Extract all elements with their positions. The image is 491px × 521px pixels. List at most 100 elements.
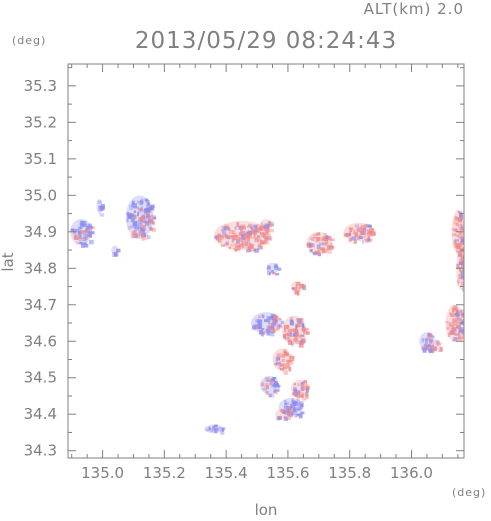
- echo-point: [221, 427, 224, 432]
- echo-point: [462, 287, 464, 292]
- echo-point: [114, 253, 119, 257]
- echo-point: [145, 200, 150, 204]
- echo-point: [294, 406, 297, 412]
- echo-point: [136, 220, 140, 225]
- echo-point: [89, 234, 93, 238]
- echo-point: [73, 235, 77, 240]
- echo-point: [267, 265, 271, 269]
- echo-point: [438, 349, 443, 353]
- echo-point: [308, 242, 312, 247]
- echo-point: [427, 345, 432, 351]
- echo-point: [265, 328, 271, 333]
- echo-point: [260, 382, 264, 387]
- echo-point: [257, 239, 260, 243]
- echo-point: [78, 234, 82, 238]
- echo-point: [133, 214, 137, 220]
- echo-point: [455, 333, 460, 336]
- echo-point: [240, 227, 243, 233]
- echo-point: [293, 401, 298, 404]
- echo-point: [302, 327, 305, 332]
- echo-point: [325, 240, 329, 244]
- echo-point: [268, 221, 274, 225]
- echo-point: [283, 417, 288, 421]
- echo-point: [284, 328, 287, 333]
- echo-point: [264, 236, 268, 240]
- echo-point: [330, 241, 333, 246]
- echo-point: [134, 224, 138, 229]
- echo-point: [271, 323, 275, 328]
- echo-point: [298, 402, 301, 407]
- echo-point: [317, 236, 321, 241]
- echo-point: [462, 270, 464, 274]
- echo-point: [280, 320, 285, 325]
- echo-point: [245, 243, 248, 246]
- echo-point: [352, 229, 356, 235]
- echo-point: [301, 385, 307, 391]
- x-tick-label: 135.8: [328, 464, 371, 482]
- echo-point: [366, 232, 372, 237]
- echo-point: [460, 225, 464, 231]
- echo-point: [276, 353, 281, 358]
- echo-point: [266, 233, 271, 238]
- echo-point: [446, 326, 450, 330]
- echo-point: [81, 224, 85, 228]
- echo-point: [289, 355, 295, 359]
- echo-point: [262, 388, 267, 391]
- echo-point: [451, 328, 456, 331]
- echo-point: [458, 261, 464, 265]
- echo-point: [241, 237, 246, 241]
- echo-point: [451, 306, 456, 309]
- echo-point: [143, 218, 146, 222]
- echo-point: [297, 408, 301, 411]
- echo-point: [246, 232, 249, 238]
- echo-point: [449, 322, 453, 327]
- echo-point: [79, 236, 83, 240]
- echo-point: [257, 243, 262, 247]
- echo-point: [421, 338, 425, 343]
- echo-point: [461, 313, 464, 318]
- echo-point: [455, 337, 460, 340]
- y-tick-label: 34.9: [24, 223, 57, 241]
- echo-point: [266, 331, 271, 336]
- echo-point: [292, 392, 296, 396]
- echo-point: [233, 234, 239, 238]
- echo-point: [286, 405, 292, 410]
- y-axis-label: lat: [0, 252, 17, 271]
- echo-point: [249, 231, 252, 234]
- echo-point: [135, 224, 140, 230]
- echo-point: [214, 430, 218, 434]
- echo-point: [358, 235, 362, 238]
- echo-point: [322, 249, 326, 254]
- echo-point: [144, 222, 150, 226]
- echo-point: [248, 247, 252, 252]
- echo-point: [266, 270, 270, 276]
- echo-point: [300, 334, 305, 337]
- echo-point: [456, 325, 461, 329]
- echo-point: [302, 285, 307, 291]
- echo-point: [252, 236, 255, 239]
- echo-point: [224, 227, 229, 231]
- echo-point: [430, 345, 435, 351]
- echo-point: [453, 305, 458, 308]
- echo-point: [460, 309, 464, 314]
- echo-point: [274, 362, 277, 366]
- echo-point: [461, 259, 464, 262]
- echo-point: [242, 239, 246, 244]
- echo-point: [288, 366, 292, 372]
- echo-point: [274, 389, 279, 395]
- echo-point: [214, 235, 218, 239]
- echo-point: [461, 264, 464, 268]
- echo-point: [458, 242, 463, 247]
- echo-point: [263, 224, 266, 229]
- echo-point: [143, 211, 147, 215]
- echo-point: [263, 234, 266, 239]
- echo-point: [249, 248, 254, 252]
- echo-point: [317, 249, 321, 253]
- echo-point: [78, 230, 82, 235]
- echo-point: [271, 329, 275, 333]
- echo-point: [309, 243, 315, 248]
- echo-point: [460, 247, 464, 252]
- echo-point: [242, 226, 246, 230]
- echo-point: [220, 244, 225, 247]
- echo-point: [90, 231, 95, 235]
